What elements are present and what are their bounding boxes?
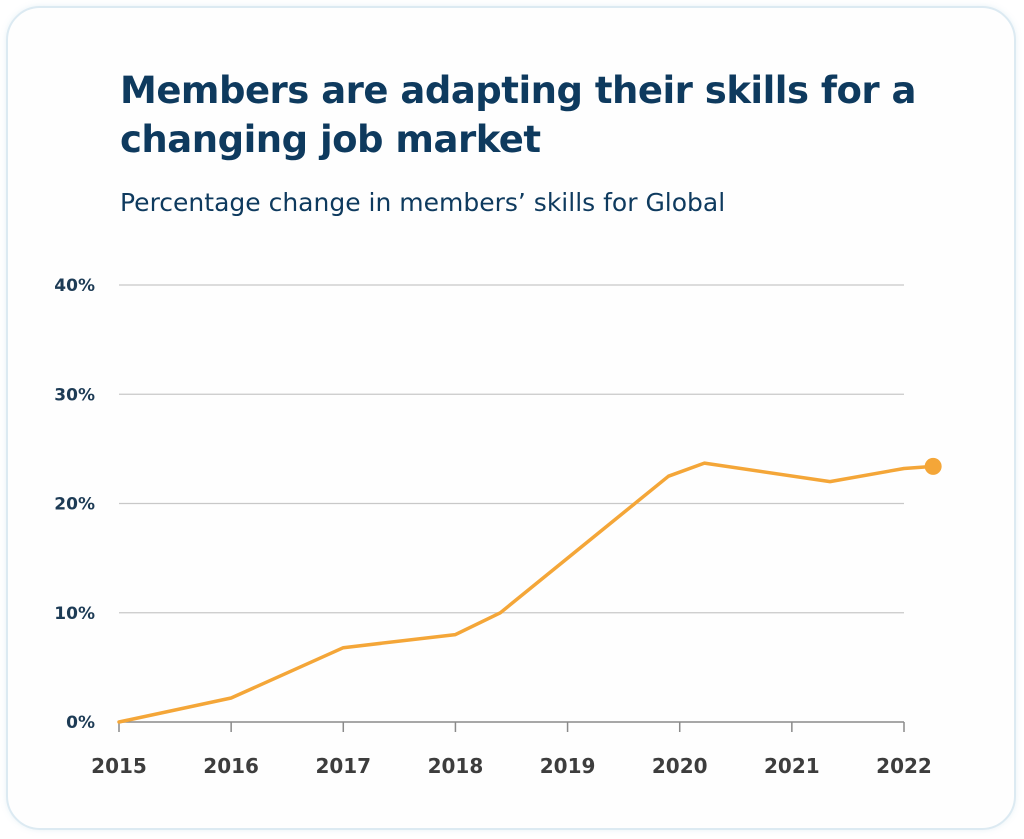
y-tick-label: 10% — [54, 604, 95, 624]
x-tick-label: 2020 — [652, 754, 708, 778]
gridlines — [119, 284, 904, 614]
x-tick-label: 2016 — [203, 754, 259, 778]
series — [117, 457, 942, 724]
x-tick-label: 2021 — [764, 754, 820, 778]
y-tick-label: 30% — [54, 385, 95, 405]
y-axis-ticks: 0% 10% 20% 30% 40% — [54, 276, 95, 733]
x-axis — [118, 721, 905, 732]
x-tick-label: 2017 — [315, 754, 371, 778]
x-tick-label: 2022 — [876, 754, 932, 778]
x-tick-label: 2018 — [428, 754, 484, 778]
chart-title: Members are adapting their skills for a … — [120, 69, 917, 161]
chart-card — [6, 6, 1016, 830]
end-point-marker — [924, 457, 942, 475]
x-tick-label: 2019 — [540, 754, 596, 778]
series-line — [117, 461, 935, 724]
y-tick-label: 0% — [66, 713, 95, 733]
x-axis-ticks: 2015 2016 2017 2018 2019 2020 2021 2022 — [91, 754, 932, 778]
x-tick-label: 2015 — [91, 754, 147, 778]
y-tick-label: 20% — [54, 495, 95, 515]
y-tick-label: 40% — [54, 276, 95, 296]
chart-subtitle: Percentage change in members’ skills for… — [120, 188, 726, 217]
